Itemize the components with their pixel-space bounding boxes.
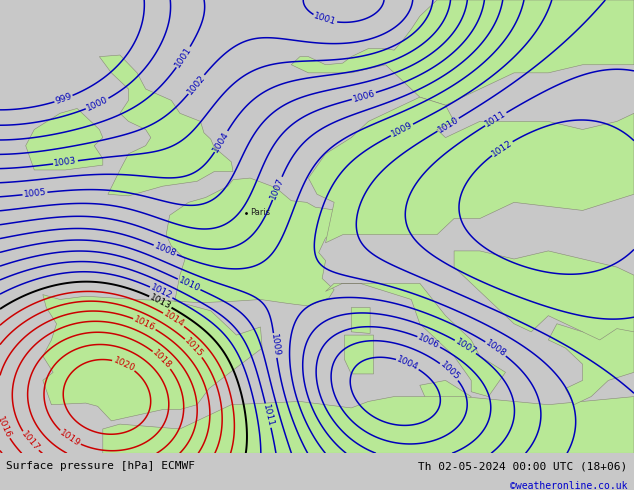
Text: 1016: 1016 xyxy=(0,415,13,440)
Text: 1006: 1006 xyxy=(352,89,376,103)
Text: 1007: 1007 xyxy=(453,337,477,356)
Text: 1019: 1019 xyxy=(58,428,82,448)
Text: 1009: 1009 xyxy=(390,121,414,139)
Text: 1015: 1015 xyxy=(183,337,205,359)
Text: 1011: 1011 xyxy=(261,403,275,428)
Text: 1004: 1004 xyxy=(211,129,231,154)
Text: 1002: 1002 xyxy=(186,73,207,96)
Text: 1000: 1000 xyxy=(85,95,110,113)
Text: 999: 999 xyxy=(54,92,73,106)
Text: ©weatheronline.co.uk: ©weatheronline.co.uk xyxy=(510,481,628,490)
Text: 1007: 1007 xyxy=(269,176,286,201)
Text: 1013: 1013 xyxy=(148,293,173,311)
Text: 1012: 1012 xyxy=(490,138,514,158)
Text: 1008: 1008 xyxy=(153,242,178,258)
Text: Paris: Paris xyxy=(250,208,270,218)
Text: 1005: 1005 xyxy=(23,188,47,199)
Text: 1003: 1003 xyxy=(53,156,77,168)
Text: 1018: 1018 xyxy=(151,348,173,371)
Text: 1004: 1004 xyxy=(396,355,420,372)
Text: 1020: 1020 xyxy=(112,355,136,373)
Text: Th 02-05-2024 00:00 UTC (18+06): Th 02-05-2024 00:00 UTC (18+06) xyxy=(418,461,628,471)
Text: 1012: 1012 xyxy=(149,283,174,301)
Text: 1010: 1010 xyxy=(177,275,202,294)
Text: 1017: 1017 xyxy=(20,430,41,453)
Text: 1009: 1009 xyxy=(269,334,281,358)
Text: 1008: 1008 xyxy=(484,339,508,359)
Text: 1001: 1001 xyxy=(313,12,337,27)
Text: 1001: 1001 xyxy=(173,45,193,69)
Text: 1011: 1011 xyxy=(484,109,508,129)
Text: 1005: 1005 xyxy=(438,360,461,383)
Text: 1006: 1006 xyxy=(417,333,441,350)
Text: 1016: 1016 xyxy=(133,315,157,333)
Text: 1014: 1014 xyxy=(162,310,186,329)
Text: 1010: 1010 xyxy=(436,115,460,135)
Text: Surface pressure [hPa] ECMWF: Surface pressure [hPa] ECMWF xyxy=(6,461,195,471)
